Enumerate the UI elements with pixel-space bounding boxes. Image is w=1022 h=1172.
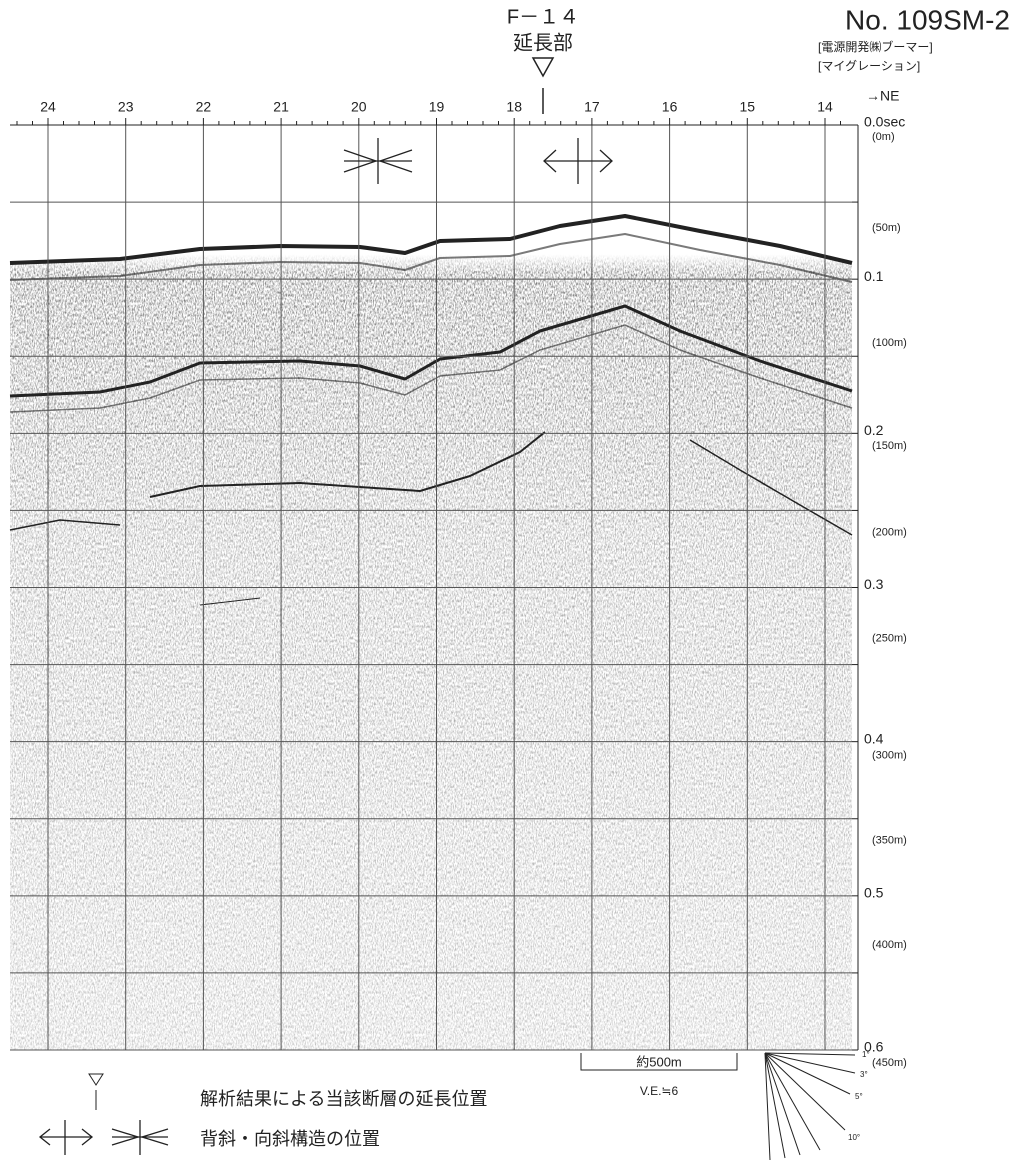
anticline-symbol: [543, 138, 613, 184]
reflector: [199, 597, 261, 606]
reflectors: [9, 214, 853, 606]
time-label: 0.3: [864, 576, 884, 592]
depth-label: (100m): [872, 337, 907, 349]
dip-label: 10°: [848, 1133, 860, 1142]
title: No. 109SM-2: [845, 4, 1010, 35]
fault-name: F－１４: [507, 6, 579, 28]
subtitle: [マイグレーション]: [818, 59, 920, 73]
legend-fold-symbols: [38, 1120, 169, 1155]
time-label: 0.0sec: [864, 114, 905, 130]
reflector: [689, 439, 853, 536]
legend-triangle: [88, 1073, 104, 1086]
reflector: [9, 324, 853, 413]
fault-triangle: [531, 57, 555, 78]
legend-text: 背斜・向斜構造の位置: [200, 1129, 380, 1149]
distance-scale: [580, 1053, 738, 1071]
subtitle: [電源開発㈱ブーマー]: [818, 39, 933, 54]
legend-text: 解析結果による当該断層の延長位置: [200, 1089, 487, 1109]
time-label: 0.6: [864, 1039, 884, 1055]
water-column: [10, 125, 852, 262]
dip-label: 1°: [862, 1050, 870, 1059]
shot-point-label: 19: [429, 99, 445, 115]
reflector: [9, 304, 853, 398]
shot-point-label: 17: [584, 99, 600, 115]
time-label: 0.4: [864, 730, 884, 746]
depth-label: (150m): [872, 440, 907, 452]
shot-point-label: 21: [273, 99, 289, 115]
dip-label: 5°: [855, 1092, 863, 1101]
depth-label: (400m): [872, 939, 907, 951]
reflector: [149, 431, 546, 498]
time-label: 0.1: [864, 268, 884, 284]
reflector: [9, 519, 121, 531]
depth-label: (50m): [872, 222, 901, 234]
dip-scale: [764, 1052, 856, 1161]
depth-label: (200m): [872, 526, 907, 538]
shot-point-label: 14: [817, 99, 833, 115]
distance-label: 約500m: [636, 1054, 682, 1069]
fault-label: 延長部: [513, 31, 573, 54]
shot-point-label: 16: [662, 99, 678, 115]
reflector: [9, 233, 853, 283]
time-label: 0.5: [864, 885, 884, 901]
depth-label: (250m): [872, 632, 907, 644]
shot-point-label: 24: [40, 99, 56, 115]
shot-point-label: 15: [740, 99, 756, 115]
ve-label: V.E.≒6: [640, 1084, 679, 1098]
seafloor: [9, 214, 853, 265]
depth-label: (0m): [872, 131, 895, 143]
time-label: 0.2: [864, 422, 884, 438]
shot-point-label: 18: [506, 99, 522, 115]
syncline-symbol: [343, 138, 413, 184]
grid: [10, 124, 852, 1051]
direction: →NE: [866, 88, 899, 104]
shot-point-label: 20: [351, 99, 367, 115]
depth-label: (350m): [872, 835, 907, 847]
dip-label: 3°: [860, 1070, 868, 1079]
depth-label: (450m): [872, 1057, 907, 1069]
shot-point-label: 23: [118, 99, 134, 115]
depth-label: (300m): [872, 750, 907, 762]
shot-point-label: 22: [196, 99, 212, 115]
